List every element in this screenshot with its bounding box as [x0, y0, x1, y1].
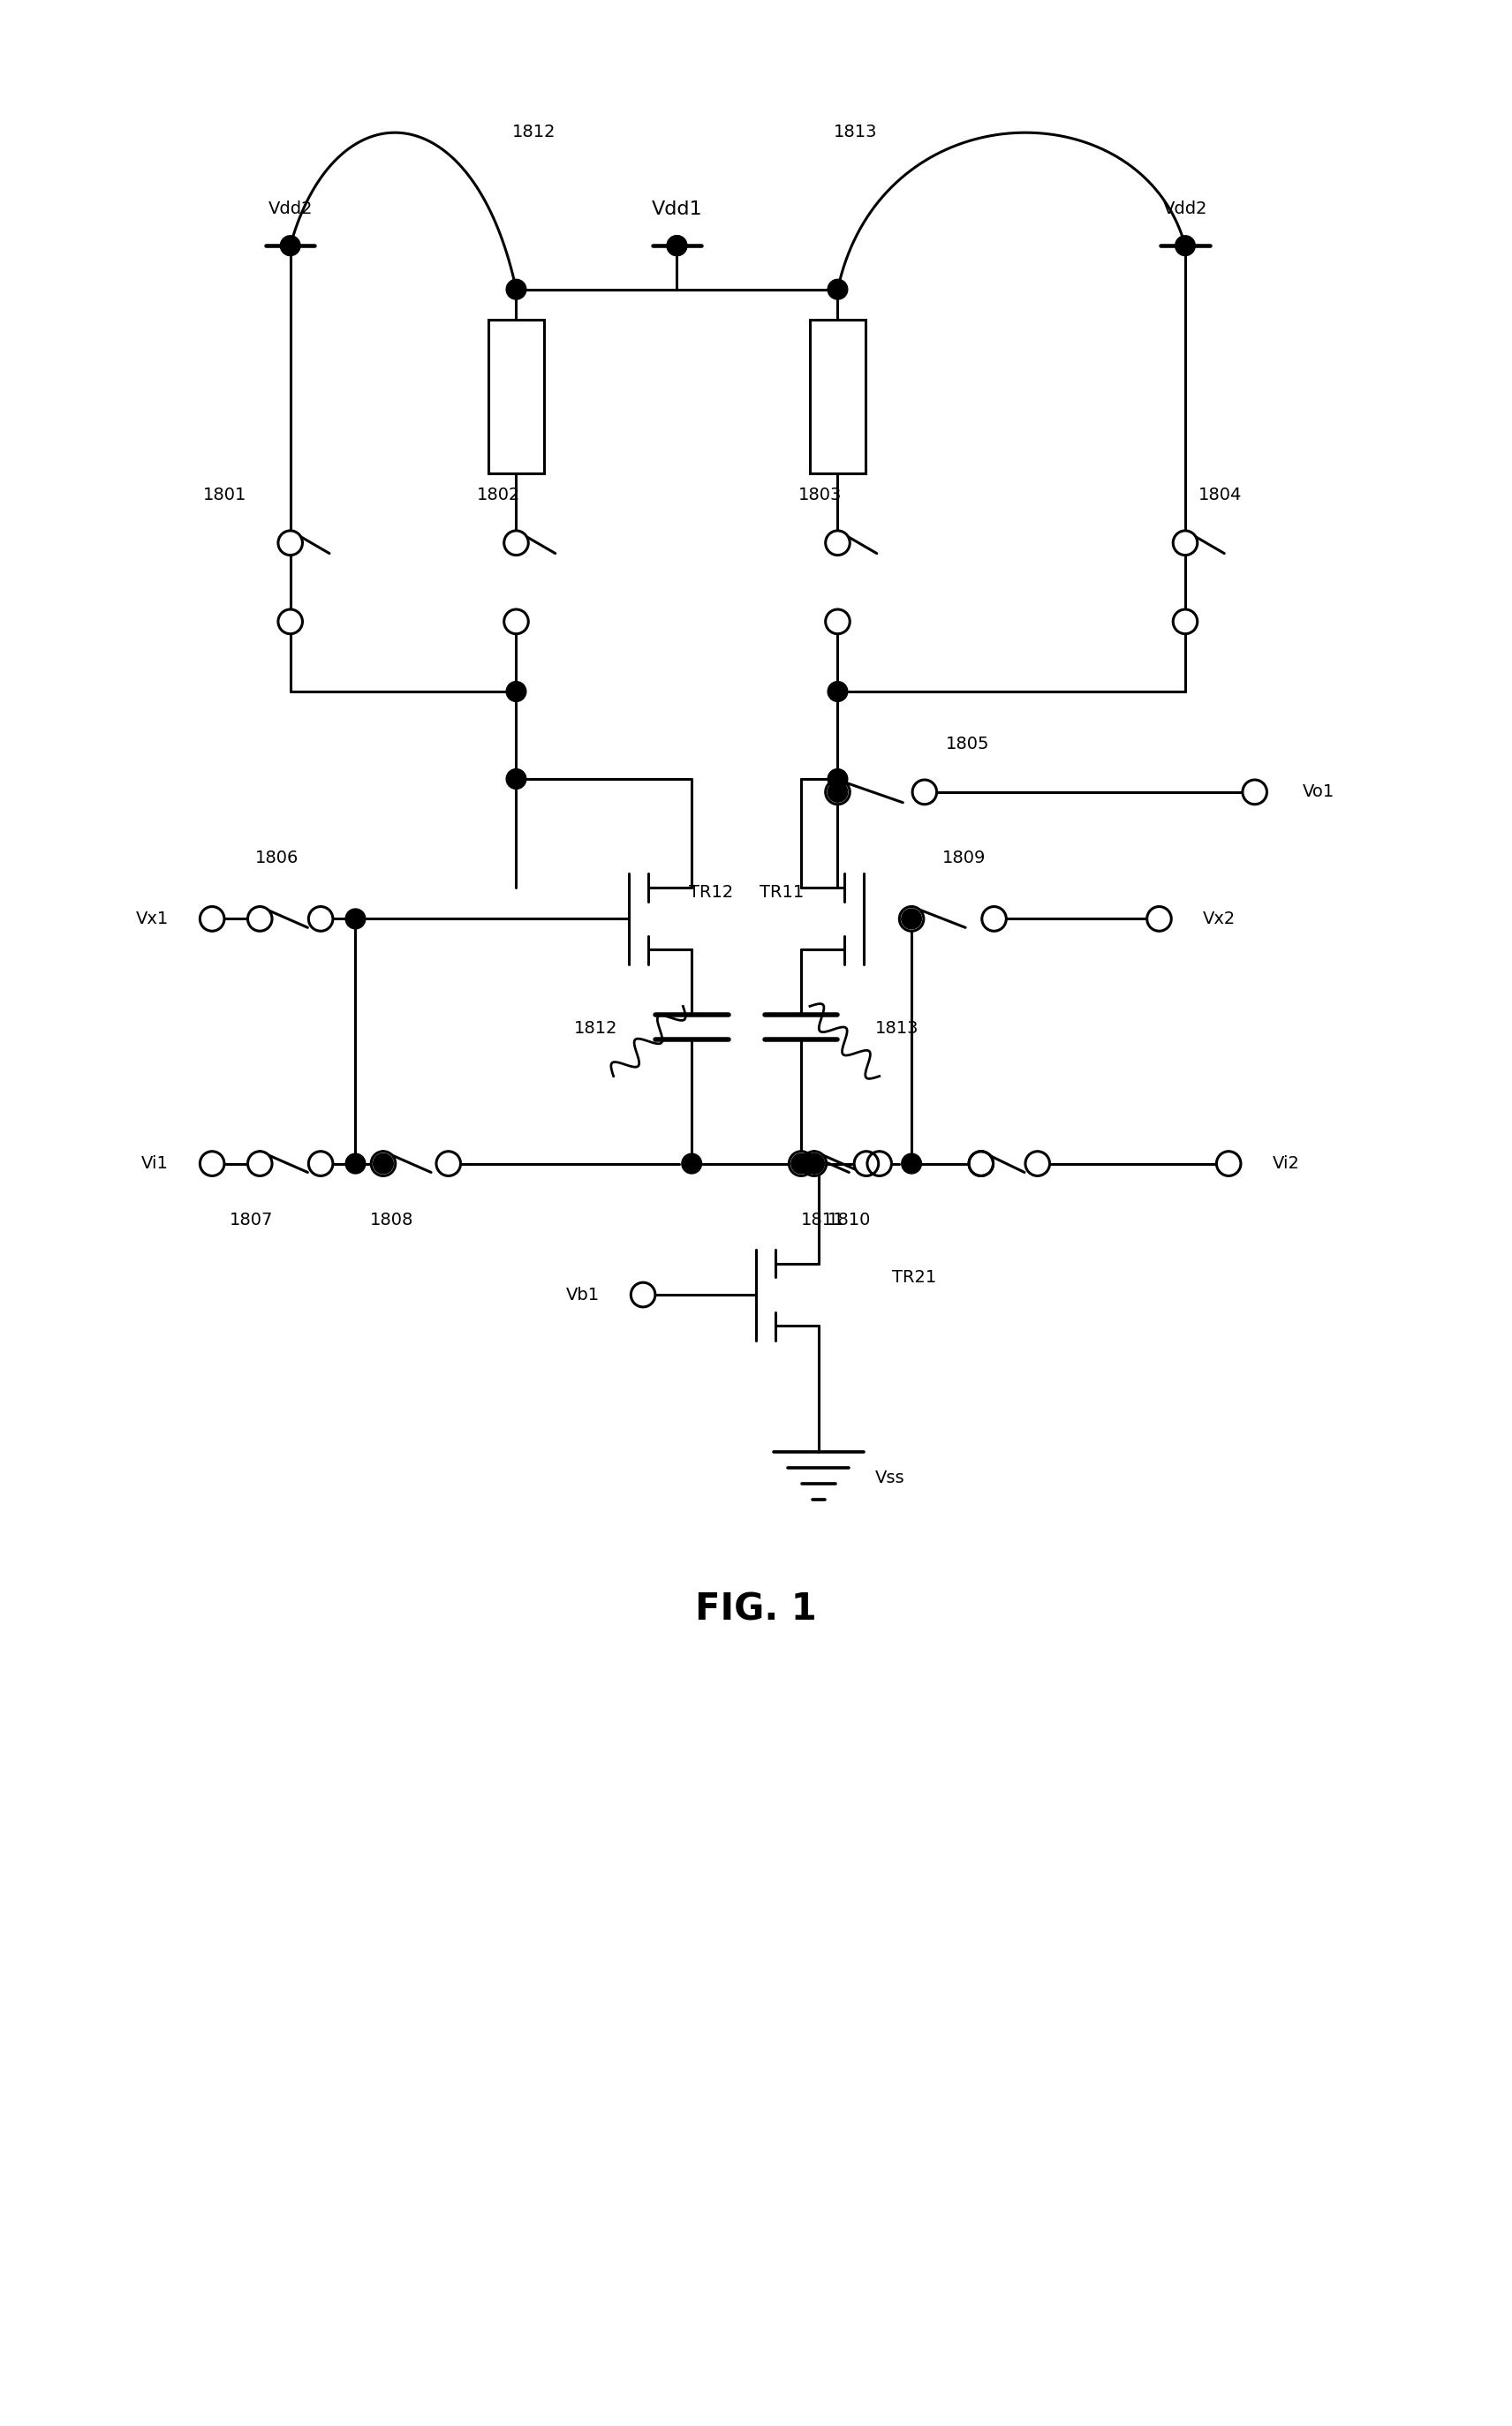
Circle shape	[804, 1152, 824, 1174]
Circle shape	[248, 907, 272, 932]
Circle shape	[854, 1152, 878, 1177]
Circle shape	[827, 781, 848, 803]
Circle shape	[826, 609, 850, 633]
Circle shape	[1243, 779, 1267, 805]
Circle shape	[1025, 1152, 1049, 1177]
Circle shape	[278, 609, 302, 633]
Text: 1810: 1810	[827, 1213, 871, 1230]
Circle shape	[981, 907, 1005, 932]
Circle shape	[801, 1152, 827, 1177]
Circle shape	[503, 609, 528, 633]
Circle shape	[912, 779, 937, 805]
Circle shape	[682, 1152, 702, 1174]
Circle shape	[826, 531, 850, 556]
Bar	[488, 320, 544, 473]
Text: 1802: 1802	[476, 488, 520, 502]
Circle shape	[1173, 609, 1198, 633]
Circle shape	[200, 1152, 224, 1177]
Text: 1805: 1805	[947, 735, 990, 752]
Text: Vdd1: Vdd1	[652, 199, 703, 218]
Text: Vi1: Vi1	[142, 1155, 169, 1172]
Text: Vi2: Vi2	[1272, 1155, 1299, 1172]
Circle shape	[200, 907, 224, 932]
Text: 1812: 1812	[575, 1019, 618, 1036]
Circle shape	[507, 769, 526, 788]
Circle shape	[278, 531, 302, 556]
Circle shape	[503, 531, 528, 556]
Text: 1801: 1801	[203, 488, 246, 502]
Circle shape	[507, 682, 526, 701]
Circle shape	[969, 1152, 993, 1177]
Text: FIG. 1: FIG. 1	[696, 1591, 816, 1628]
Circle shape	[345, 910, 366, 929]
Text: 1806: 1806	[256, 849, 299, 866]
Text: Vdd2: Vdd2	[1163, 201, 1208, 218]
Circle shape	[901, 910, 921, 929]
Circle shape	[373, 1152, 393, 1174]
Circle shape	[667, 235, 686, 255]
Circle shape	[1175, 235, 1194, 255]
Text: Vx1: Vx1	[136, 910, 169, 927]
Circle shape	[789, 1152, 813, 1177]
Text: Vdd2: Vdd2	[268, 201, 313, 218]
Text: 1809: 1809	[942, 849, 986, 866]
Text: Vb1: Vb1	[565, 1286, 600, 1303]
Circle shape	[667, 235, 686, 255]
Circle shape	[827, 769, 848, 788]
Circle shape	[437, 1152, 461, 1177]
Text: TR11: TR11	[759, 883, 804, 900]
Text: Vx2: Vx2	[1202, 910, 1235, 927]
Circle shape	[631, 1283, 655, 1308]
Circle shape	[308, 1152, 333, 1177]
Circle shape	[1148, 907, 1172, 932]
Circle shape	[868, 1152, 892, 1177]
Circle shape	[827, 682, 848, 701]
Text: TR12: TR12	[689, 883, 733, 900]
Circle shape	[370, 1152, 396, 1177]
Circle shape	[827, 279, 848, 298]
Circle shape	[901, 1152, 921, 1174]
Circle shape	[280, 235, 301, 255]
Text: Vo1: Vo1	[1302, 784, 1335, 801]
Text: 1813: 1813	[833, 124, 877, 141]
Circle shape	[804, 1152, 824, 1174]
Circle shape	[826, 779, 850, 805]
Circle shape	[1217, 1152, 1241, 1177]
Circle shape	[345, 1152, 366, 1174]
Text: 1804: 1804	[1198, 488, 1241, 502]
Text: Vss: Vss	[875, 1470, 904, 1487]
Text: 1803: 1803	[798, 488, 842, 502]
Circle shape	[969, 1152, 993, 1177]
Circle shape	[507, 279, 526, 298]
Text: 1807: 1807	[230, 1213, 274, 1230]
Circle shape	[308, 907, 333, 932]
Circle shape	[791, 1152, 810, 1174]
Circle shape	[900, 907, 924, 932]
Circle shape	[1173, 531, 1198, 556]
Text: 1811: 1811	[801, 1213, 845, 1230]
Bar	[809, 320, 866, 473]
Text: TR21: TR21	[892, 1269, 937, 1286]
Text: 1813: 1813	[875, 1019, 919, 1036]
Text: 1808: 1808	[370, 1213, 414, 1230]
Text: 1812: 1812	[511, 124, 555, 141]
Circle shape	[248, 1152, 272, 1177]
